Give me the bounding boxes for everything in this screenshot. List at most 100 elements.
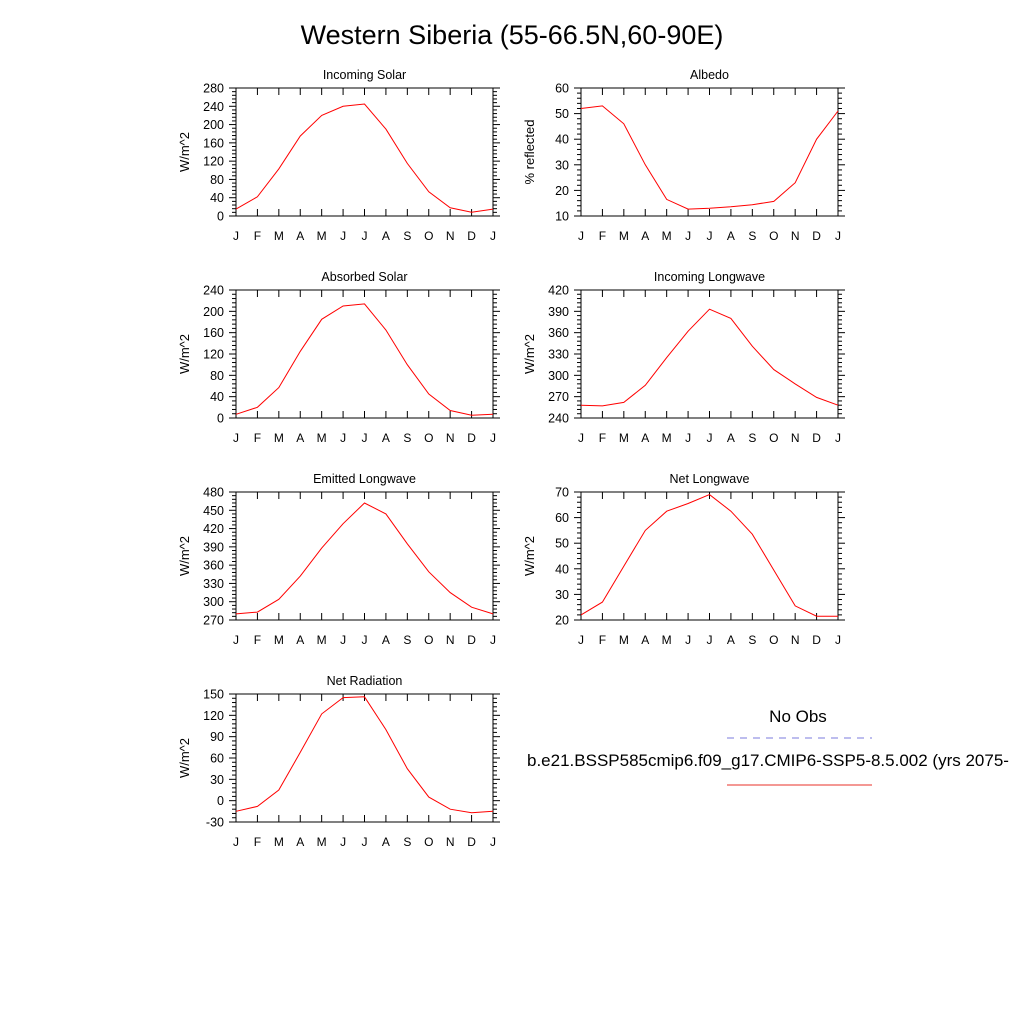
x-tick-label: D	[467, 633, 476, 647]
y-axis-label: W/m^2	[522, 334, 537, 374]
y-tick-label: 40	[555, 562, 569, 576]
x-tick-label: F	[599, 431, 606, 445]
plot-frame	[235, 87, 494, 217]
y-tick-label: 240	[203, 100, 224, 114]
x-tick-label: J	[362, 633, 368, 647]
y-tick-label: 420	[548, 284, 569, 298]
x-tick-label: J	[362, 229, 368, 243]
x-tick-label: J	[233, 229, 239, 243]
x-tick-label: M	[662, 229, 672, 243]
x-tick-label: D	[812, 633, 821, 647]
panel-title: Absorbed Solar	[321, 270, 407, 284]
x-tick-label: N	[446, 835, 455, 849]
y-tick-label: 390	[203, 540, 224, 554]
x-tick-label: J	[233, 431, 239, 445]
x-tick-label: M	[662, 633, 672, 647]
y-tick-label: 40	[210, 191, 224, 205]
x-tick-label: S	[403, 633, 411, 647]
plot-frame	[235, 289, 494, 419]
x-tick-label: J	[340, 229, 346, 243]
y-axis-label: % reflected	[522, 119, 537, 184]
x-tick-label: F	[254, 633, 261, 647]
y-tick-label: 390	[548, 305, 569, 319]
y-tick-label: 70	[555, 486, 569, 500]
x-tick-label: A	[296, 633, 304, 647]
y-tick-label: 120	[203, 155, 224, 169]
y-tick-label: 20	[555, 184, 569, 198]
y-tick-label: 0	[217, 412, 224, 426]
x-tick-label: S	[748, 229, 756, 243]
y-tick-label: 200	[203, 118, 224, 132]
x-tick-label: A	[641, 431, 649, 445]
y-tick-label: 80	[210, 173, 224, 187]
x-tick-label: J	[835, 229, 841, 243]
x-tick-label: S	[748, 633, 756, 647]
y-tick-label: 120	[203, 348, 224, 362]
series-line	[580, 308, 839, 407]
x-tick-label: N	[446, 633, 455, 647]
x-tick-label: J	[233, 633, 239, 647]
x-tick-label: M	[317, 835, 327, 849]
y-tick-label: 60	[555, 511, 569, 525]
x-tick-label: A	[641, 633, 649, 647]
x-tick-label: M	[619, 633, 629, 647]
panel-title: Incoming Solar	[323, 68, 406, 82]
x-tick-label: A	[296, 431, 304, 445]
x-tick-label: J	[233, 835, 239, 849]
x-tick-label: N	[791, 229, 800, 243]
x-tick-label: J	[362, 431, 368, 445]
y-tick-label: -30	[206, 816, 224, 830]
x-tick-label: M	[317, 431, 327, 445]
y-tick-label: 270	[548, 390, 569, 404]
x-tick-label: J	[340, 633, 346, 647]
x-tick-label: M	[274, 229, 284, 243]
y-axis-label: W/m^2	[177, 334, 192, 374]
y-tick-label: 330	[548, 348, 569, 362]
x-tick-label: N	[446, 431, 455, 445]
panel-title: Incoming Longwave	[654, 270, 765, 284]
x-tick-label: F	[254, 229, 261, 243]
y-tick-label: 40	[210, 390, 224, 404]
x-tick-label: D	[467, 229, 476, 243]
plot-frame	[235, 491, 494, 621]
x-tick-label: M	[662, 431, 672, 445]
y-tick-label: 20	[555, 614, 569, 628]
x-tick-label: J	[490, 229, 496, 243]
x-tick-label: J	[340, 835, 346, 849]
series-line	[580, 494, 838, 617]
y-tick-label: 160	[203, 326, 224, 340]
x-tick-label: O	[769, 633, 778, 647]
y-tick-label: 0	[217, 794, 224, 808]
x-tick-label: A	[382, 835, 390, 849]
figure-title: Western Siberia (55-66.5N,60-90E)	[300, 20, 724, 50]
x-tick-label: F	[599, 229, 606, 243]
panel-title: Albedo	[690, 68, 729, 82]
x-tick-label: J	[490, 835, 496, 849]
legend: No Obs b.e21.BSSP585cmip6.f09_g17.CMIP6-…	[527, 707, 1009, 786]
x-tick-label: S	[403, 229, 411, 243]
x-tick-label: D	[812, 229, 821, 243]
x-tick-label: N	[446, 229, 455, 243]
y-tick-label: 150	[203, 688, 224, 702]
y-tick-label: 300	[548, 369, 569, 383]
x-tick-label: J	[362, 835, 368, 849]
x-tick-label: O	[769, 229, 778, 243]
x-tick-label: A	[727, 229, 735, 243]
panel-title: Emitted Longwave	[313, 472, 416, 486]
y-tick-label: 30	[555, 158, 569, 172]
x-tick-label: J	[340, 431, 346, 445]
x-tick-label: J	[707, 229, 713, 243]
x-tick-label: S	[403, 835, 411, 849]
y-tick-label: 200	[203, 305, 224, 319]
y-axis-label: W/m^2	[522, 536, 537, 576]
y-tick-label: 360	[203, 559, 224, 573]
y-tick-label: 80	[210, 369, 224, 383]
y-axis-label: W/m^2	[177, 738, 192, 778]
x-tick-label: F	[254, 431, 261, 445]
legend-model-label: b.e21.BSSP585cmip6.f09_g17.CMIP6-SSP5-8.…	[527, 751, 1009, 770]
series-line	[580, 105, 839, 210]
y-tick-label: 40	[555, 133, 569, 147]
